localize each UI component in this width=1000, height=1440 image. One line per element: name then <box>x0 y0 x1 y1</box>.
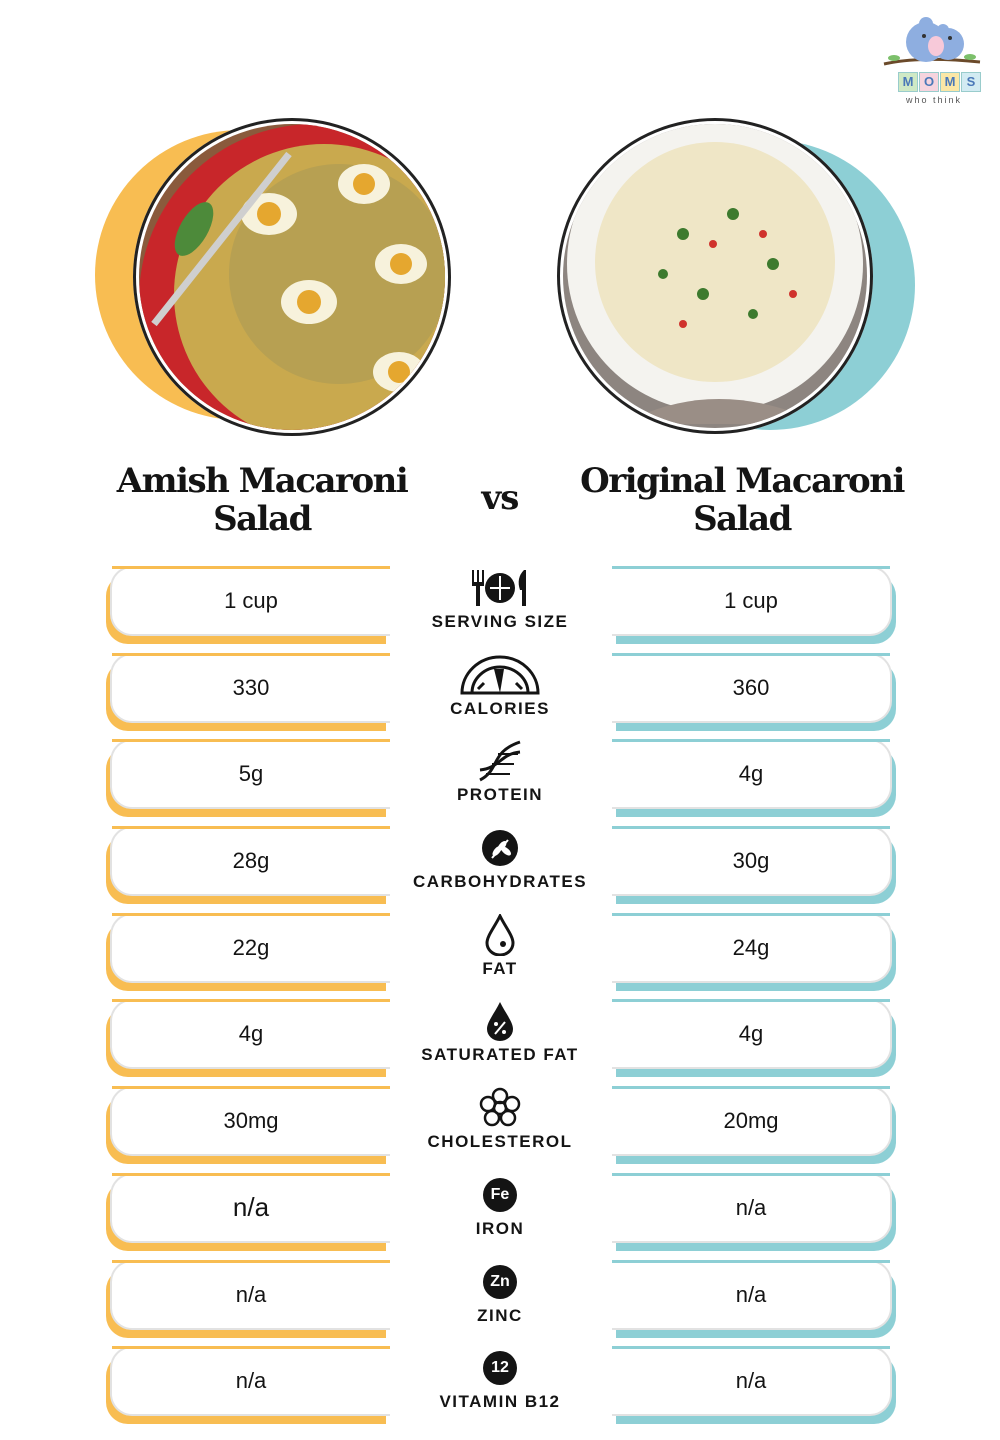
logo-letter: M <box>940 72 960 92</box>
wheat-icon <box>480 826 520 870</box>
row-heading: 12 VITAMIN B12 <box>400 1346 600 1426</box>
row-label: ZINC <box>477 1305 523 1325</box>
b12-badge: 12 <box>483 1351 517 1386</box>
left-value: 5g <box>110 739 390 810</box>
droplet-icon <box>484 913 516 957</box>
row-label: FAT <box>482 958 518 978</box>
row-heading: FAT <box>400 913 600 993</box>
row-carbohydrates: 28g CARBOHYDRATES 30g <box>0 826 1000 913</box>
gauge-icon <box>458 653 542 697</box>
logo-letter: O <box>919 72 939 92</box>
row-heading: Zn ZINC <box>400 1260 600 1340</box>
left-value: n/a <box>110 1172 390 1243</box>
row-heading: CALORIES <box>400 653 600 733</box>
row-label: SATURATED FAT <box>421 1045 579 1065</box>
row-label: SERVING SIZE <box>431 612 569 631</box>
logo-letter: S <box>961 72 981 92</box>
row-label: VITAMIN B12 <box>439 1392 561 1412</box>
fe-icon: Fe <box>483 1173 517 1217</box>
row-zinc: n/a Zn ZINC n/a <box>0 1259 1000 1347</box>
left-value: n/a <box>110 1346 390 1417</box>
logo-letter: M <box>898 72 918 92</box>
right-value: 4g <box>612 739 892 810</box>
moms-who-think-logo: M O M S who think <box>880 12 984 112</box>
right-value: n/a <box>612 1172 892 1243</box>
left-title: Amish Macaroni Salad <box>116 461 409 539</box>
amish-salad-photo <box>95 110 455 440</box>
row-heading: Fe IRON <box>400 1173 600 1253</box>
row-calories: 330 CALORIES 360 <box>0 652 1000 740</box>
row-iron: n/a Fe IRON n/a <box>0 1172 1000 1260</box>
row-heading: SATURATED FAT <box>400 999 600 1079</box>
row-fat: 22g FAT 24g <box>0 912 1000 1000</box>
right-value: n/a <box>612 1346 892 1417</box>
right-value: 20mg <box>612 1086 892 1157</box>
row-heading: SERVING SIZE <box>400 566 600 646</box>
utensils-plate-icon <box>468 566 532 610</box>
left-value: n/a <box>110 1259 390 1330</box>
right-title: Original Macaroni Salad <box>580 461 905 539</box>
vs-label: vs <box>481 478 520 518</box>
row-label: CARBOHYDRATES <box>412 872 588 892</box>
original-salad-photo <box>555 110 915 440</box>
row-protein: 5g PROTEIN 4g <box>0 739 1000 826</box>
row-saturated-fat: 4g SATURATED FAT 4g <box>0 999 1000 1086</box>
b12-icon: 12 <box>483 1346 517 1390</box>
logo-letters: M O M S <box>898 72 981 92</box>
left-value: 330 <box>110 652 390 723</box>
right-value: 4g <box>612 999 892 1070</box>
percent-droplet-icon <box>484 999 516 1043</box>
right-value: n/a <box>612 1259 892 1330</box>
right-value: 24g <box>612 912 892 983</box>
row-heading: PROTEIN <box>400 739 600 819</box>
row-vitamin-b12: n/a 12 VITAMIN B12 n/a <box>0 1346 1000 1433</box>
row-serving-size: 1 cup SERVING SIZE 1 cup <box>0 566 1000 653</box>
iron-badge: Fe <box>483 1177 517 1212</box>
bird-icon <box>883 17 981 66</box>
left-value: 1 cup <box>110 566 390 636</box>
left-value: 22g <box>110 912 390 983</box>
row-label: CHOLESTEROL <box>427 1132 573 1152</box>
row-label: CALORIES <box>450 698 550 718</box>
row-heading: CARBOHYDRATES <box>400 826 600 906</box>
cholesterol-icon <box>479 1086 521 1130</box>
left-value: 30mg <box>110 1086 390 1157</box>
row-heading: CHOLESTEROL <box>400 1086 600 1166</box>
row-label: PROTEIN <box>456 785 544 805</box>
right-value: 1 cup <box>612 566 892 636</box>
logo-tagline: who think <box>906 95 963 105</box>
dna-icon <box>470 739 530 783</box>
right-value: 360 <box>612 652 892 723</box>
zn-icon: Zn <box>483 1260 517 1304</box>
zinc-badge: Zn <box>483 1264 517 1299</box>
row-label: IRON <box>475 1218 525 1238</box>
row-cholesterol: 30mg CHOLESTEROL 20mg <box>0 1086 1000 1173</box>
left-value: 4g <box>110 999 390 1070</box>
comparison-table: 1 cup SERVING SIZE 1 cup 330 <box>0 566 1000 1433</box>
right-value: 30g <box>612 826 892 897</box>
left-value: 28g <box>110 826 390 897</box>
